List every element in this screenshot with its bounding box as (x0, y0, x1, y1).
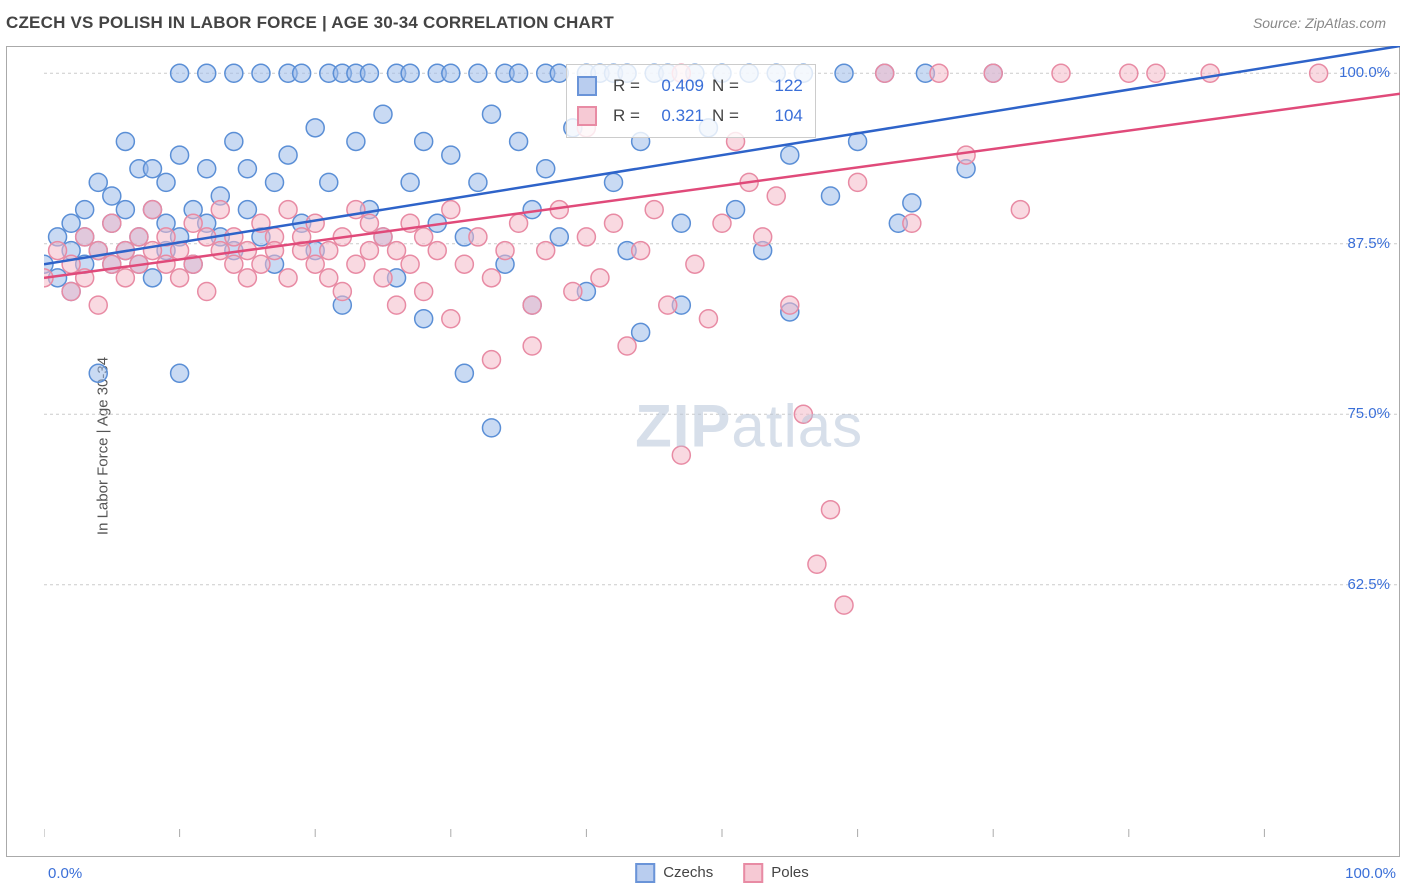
scatter-plot: ZIPatlas (44, 46, 1400, 837)
source-attribution: Source: ZipAtlas.com (1253, 15, 1386, 31)
y-tick-label: 62.5% (1347, 576, 1390, 593)
y-tick-label: 75.0% (1347, 405, 1390, 422)
legend-swatch (635, 863, 655, 883)
x-axis: 0.0% Czechs Poles 100.0% (44, 860, 1400, 886)
y-tick-label: 100.0% (1339, 64, 1390, 81)
x-axis-max-label: 100.0% (1345, 865, 1396, 882)
legend-swatch (743, 863, 763, 883)
legend-label: Poles (771, 864, 809, 881)
legend-item: Czechs (635, 863, 713, 883)
legend-row: R =0.321N =104 (577, 101, 805, 131)
legend-label: Czechs (663, 864, 713, 881)
x-axis-min-label: 0.0% (48, 865, 82, 882)
legend-item: Poles (743, 863, 809, 883)
legend-swatch (577, 76, 597, 96)
chart-title: CZECH VS POLISH IN LABOR FORCE | AGE 30-… (6, 13, 614, 33)
series-legend: Czechs Poles (635, 863, 809, 883)
legend-row: R =0.409N =122 (577, 71, 805, 101)
legend-swatch (577, 106, 597, 126)
correlation-legend: R =0.409N =122R =0.321N =104 (566, 64, 816, 138)
y-tick-label: 87.5% (1347, 235, 1390, 252)
